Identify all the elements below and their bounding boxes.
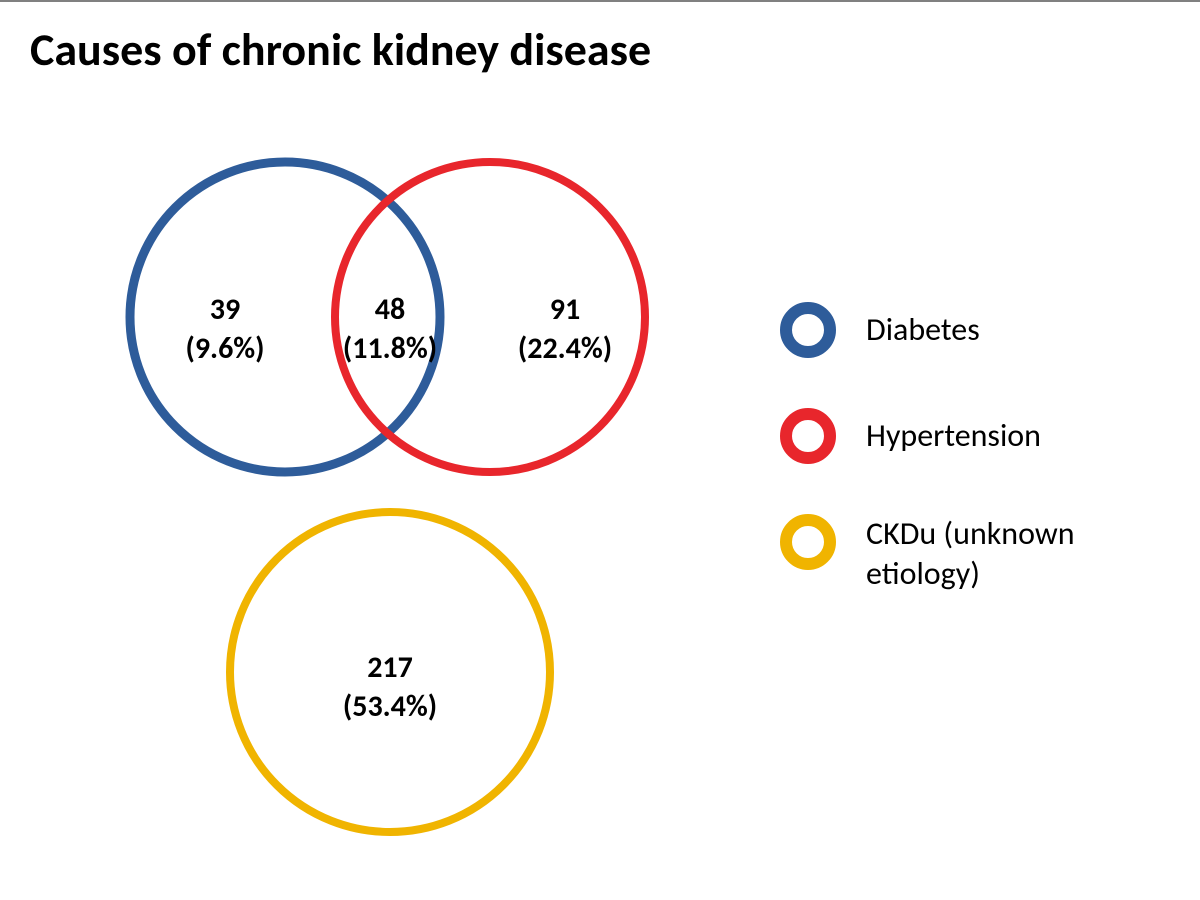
hypertension-only-label: 91 (22.4%) bbox=[505, 290, 625, 368]
legend-circle-ckdu bbox=[780, 514, 836, 570]
ckdu-only-percent: (53.4%) bbox=[330, 687, 450, 726]
legend-item-hypertension: Hypertension bbox=[780, 408, 1180, 464]
legend-label-hypertension: Hypertension bbox=[866, 416, 1041, 456]
intersection-percent: (11.8%) bbox=[330, 329, 450, 368]
hypertension-only-count: 91 bbox=[505, 290, 625, 329]
diabetes-only-percent: (9.6%) bbox=[165, 329, 285, 368]
venn-svg bbox=[50, 102, 750, 882]
ckdu-only-label: 217 (53.4%) bbox=[330, 648, 450, 726]
legend-circle-hypertension bbox=[780, 408, 836, 464]
legend-label-ckdu: CKDu (unknown etiology) bbox=[866, 514, 1180, 594]
diabetes-only-label: 39 (9.6%) bbox=[165, 290, 285, 368]
diabetes-only-count: 39 bbox=[165, 290, 285, 329]
legend-item-ckdu: CKDu (unknown etiology) bbox=[780, 514, 1180, 594]
intersection-count: 48 bbox=[330, 290, 450, 329]
legend-label-diabetes: Diabetes bbox=[866, 310, 980, 350]
ckdu-only-count: 217 bbox=[330, 648, 450, 687]
legend-item-diabetes: Diabetes bbox=[780, 302, 1180, 358]
intersection-label: 48 (11.8%) bbox=[330, 290, 450, 368]
legend: Diabetes Hypertension CKDu (unknown etio… bbox=[780, 302, 1180, 644]
chart-title: Causes of chronic kidney disease bbox=[30, 22, 651, 78]
venn-diagram: 39 (9.6%) 48 (11.8%) 91 (22.4%) 217 (53.… bbox=[50, 102, 750, 882]
legend-circle-diabetes bbox=[780, 302, 836, 358]
hypertension-only-percent: (22.4%) bbox=[505, 329, 625, 368]
